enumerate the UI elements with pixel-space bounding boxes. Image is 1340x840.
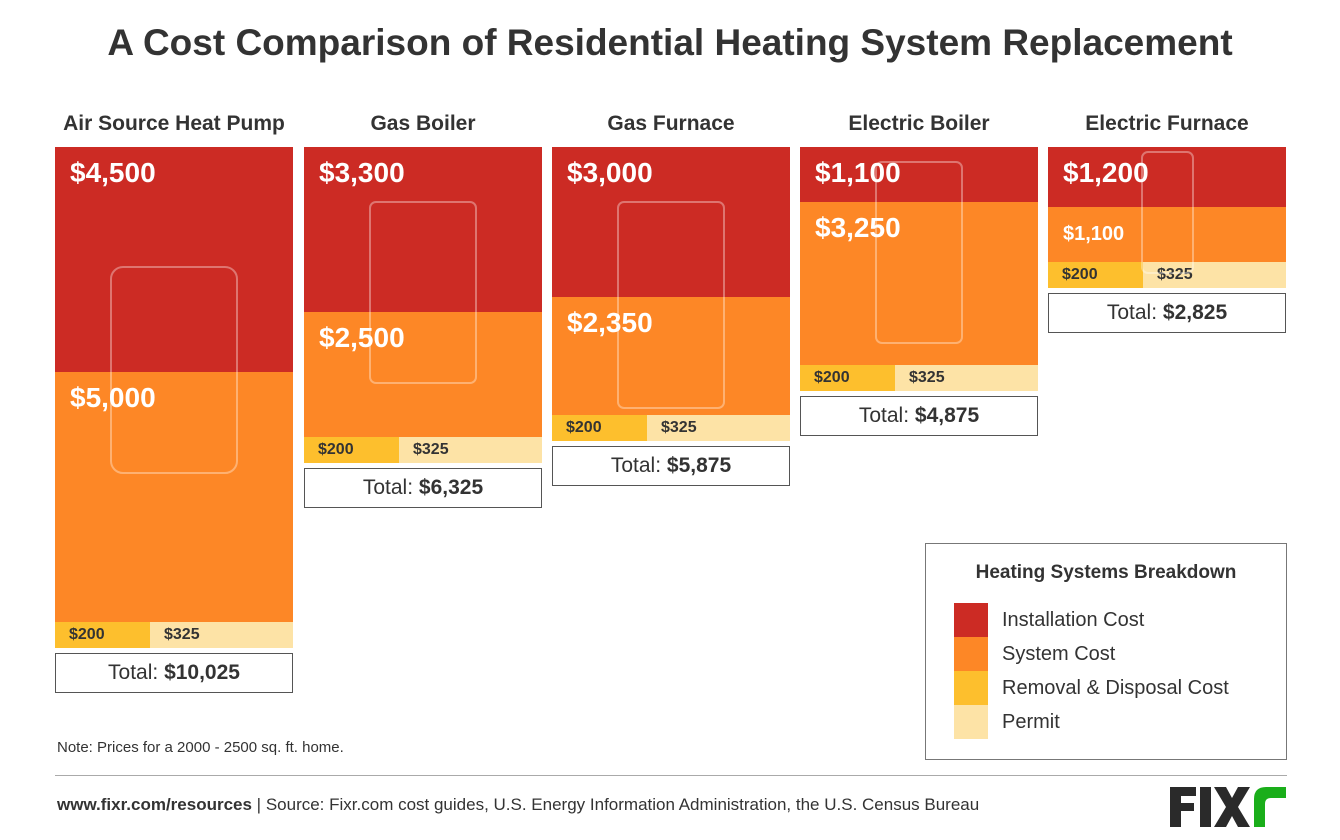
column-header: Gas Boiler (370, 112, 476, 135)
total-prefix: Total: (1106, 301, 1158, 324)
permit-bar: $325 (1143, 262, 1286, 288)
bar-value-label: $2,350 (567, 307, 653, 338)
total-value: $10,025 (164, 661, 240, 684)
legend: Heating Systems Breakdown Installation C… (925, 543, 1287, 760)
fixr-logo (1170, 787, 1286, 827)
footer: www.fixr.com/resources | Source: Fixr.co… (57, 795, 979, 815)
total-prefix: Total: (858, 404, 910, 427)
divider (55, 775, 1287, 776)
removal-cost-bar: $200 (800, 365, 895, 391)
removal-cost-bar: $200 (1048, 262, 1143, 288)
total-box: Total: $5,875 (552, 446, 790, 486)
removal-cost-bar: $200 (304, 437, 399, 463)
permit-bar: $325 (895, 365, 1038, 391)
total-value: $6,325 (418, 476, 484, 499)
legend-label: Removal & Disposal Cost (1002, 677, 1229, 699)
legend-swatch (954, 637, 988, 671)
total-box: Total: $4,875 (800, 396, 1038, 436)
bar-value-label: $1,100 (815, 157, 901, 188)
installation-cost-bar: $3,000 (552, 147, 790, 297)
legend-title: Heating Systems Breakdown (975, 562, 1237, 583)
permit-bar: $325 (399, 437, 542, 463)
bar-value-label: $3,300 (319, 157, 405, 188)
removal-cost-bar: $200 (55, 622, 150, 648)
system-cost-bar: $2,350 (552, 297, 790, 415)
system-cost-bar: $1,100 (1048, 207, 1286, 262)
column-header: Gas Furnace (607, 112, 735, 135)
bar-value-label: $3,250 (815, 212, 901, 243)
installation-cost-bar: $1,200 (1048, 147, 1286, 207)
footer-source: | Source: Fixr.com cost guides, U.S. Ene… (251, 795, 980, 814)
permit-bar: $325 (647, 415, 790, 441)
note: Note: Prices for a 2000 - 2500 sq. ft. h… (57, 739, 344, 756)
installation-cost-bar: $1,100 (800, 147, 1038, 202)
legend-label: System Cost (1002, 643, 1116, 665)
total-prefix: Total: (108, 661, 159, 684)
legend-label: Permit (1002, 711, 1060, 733)
permit-bar: $325 (150, 622, 293, 648)
column-header: Electric Boiler (848, 112, 990, 135)
bar-value-label: $1,200 (1063, 157, 1149, 188)
system-cost-bar: $2,500 (304, 312, 542, 437)
installation-cost-bar: $4,500 (55, 147, 293, 372)
bar-value-label: $5,000 (70, 382, 156, 413)
chart-title: A Cost Comparison of Residential Heating… (107, 22, 1233, 63)
total-box: Total: $2,825 (1048, 293, 1286, 333)
bar-value-label: $3,000 (567, 157, 653, 188)
total-value: $5,875 (666, 454, 732, 477)
system-cost-bar: $3,250 (800, 202, 1038, 365)
column-header: Air Source Heat Pump (63, 112, 285, 135)
total-value: $2,825 (1162, 301, 1228, 324)
total-box: Total: $10,025 (55, 653, 293, 693)
removal-cost-bar: $200 (552, 415, 647, 441)
bar-value-label: $2,500 (319, 322, 405, 353)
column-header: Electric Furnace (1085, 112, 1249, 135)
legend-swatch (954, 603, 988, 637)
legend-swatch (954, 705, 988, 739)
footer-link[interactable]: www.fixr.com/resources (57, 795, 252, 814)
system-cost-bar: $5,000 (55, 372, 293, 622)
bar-value-label: $1,100 (1063, 223, 1125, 245)
installation-cost-bar: $3,300 (304, 147, 542, 312)
bar-value-label: $4,500 (70, 157, 156, 188)
total-box: Total: $6,325 (304, 468, 542, 508)
total-prefix: Total: (610, 454, 662, 477)
legend-label: Installation Cost (1002, 609, 1145, 631)
legend-swatch (954, 671, 988, 705)
total-prefix: Total: (362, 476, 414, 499)
total-value: $4,875 (914, 404, 980, 427)
